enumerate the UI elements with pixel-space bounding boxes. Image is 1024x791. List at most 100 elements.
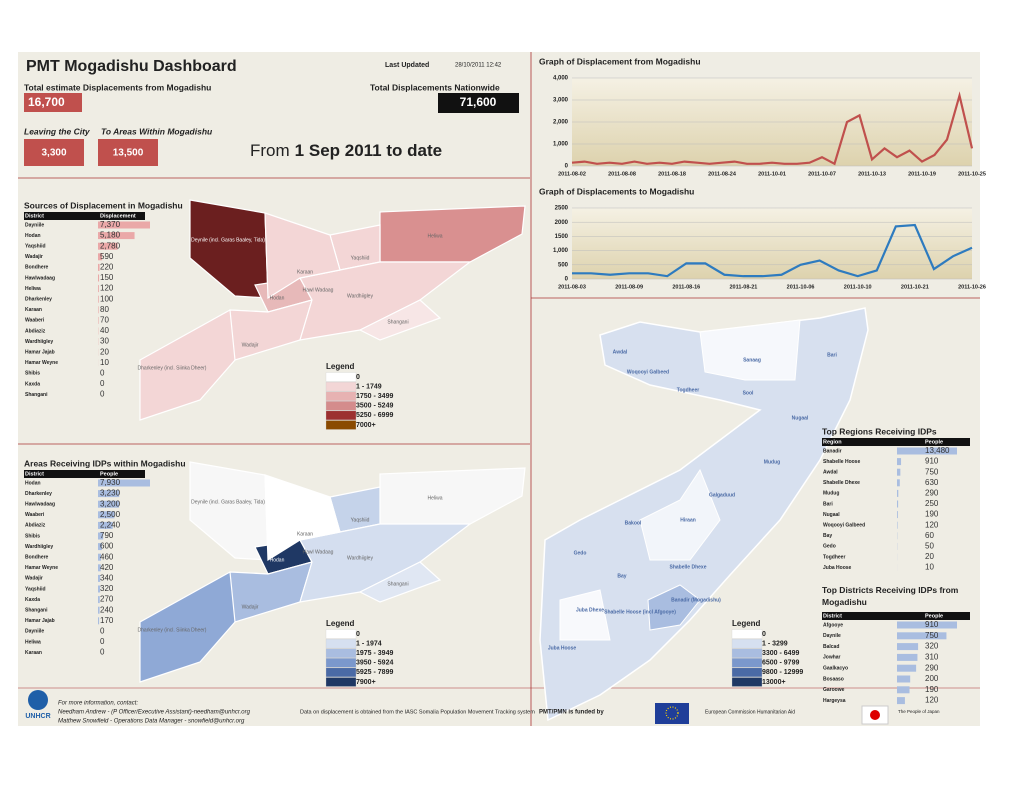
row-label: Banadir — [823, 448, 842, 454]
x-tick-label: 2011-10-06 — [787, 284, 815, 290]
row-label: Bondhere — [25, 265, 49, 271]
table-header — [822, 612, 970, 620]
row-label: Daynile — [823, 633, 841, 639]
row-value: 290 — [925, 663, 939, 672]
table-bar — [98, 553, 102, 561]
legend-label: 0 — [356, 374, 360, 381]
row-label: Yaqshiid — [25, 244, 46, 250]
row-value: 7,370 — [100, 220, 121, 229]
row-value: 20 — [100, 347, 109, 356]
row-label: Woqooyi Galbeed — [823, 523, 865, 529]
y-tick-label: 2000 — [555, 220, 569, 226]
table-bar — [98, 295, 99, 303]
region-shape — [647, 584, 701, 631]
row-label: Kaxda — [25, 381, 40, 387]
table-title: Areas Receiving IDPs within Mogadishu — [24, 458, 186, 468]
y-tick-label: 1,000 — [553, 248, 569, 254]
x-tick-label: 2011-10-19 — [908, 171, 936, 177]
legend-label: 1 - 1974 — [356, 640, 382, 647]
legend-swatch — [325, 629, 357, 639]
district-label: Wardhiigley — [347, 555, 373, 561]
row-value: 240 — [100, 605, 114, 614]
legend-swatch — [731, 629, 763, 639]
legend-label: 13000+ — [762, 679, 786, 686]
legend-swatch — [325, 638, 357, 649]
row-value: 120 — [925, 696, 939, 705]
row-value: 5,180 — [100, 231, 121, 240]
table-header — [24, 212, 145, 220]
row-value: 10 — [100, 358, 109, 367]
table-bar — [897, 511, 898, 519]
row-value: 750 — [925, 467, 939, 476]
row-value: 790 — [100, 531, 114, 540]
row-value: 100 — [100, 294, 114, 303]
legend-label: 1 - 3299 — [762, 640, 788, 647]
row-label: Balcad — [823, 644, 839, 650]
series-line — [572, 223, 973, 278]
table-bar — [98, 232, 135, 240]
table-bar — [897, 447, 957, 455]
table-bar — [98, 500, 119, 508]
region-label: Nugaal — [792, 415, 809, 421]
row-label: Wadajir — [25, 576, 43, 582]
row-label: Karaan — [25, 650, 42, 656]
legend-label: 1750 - 3499 — [356, 393, 393, 400]
legend-title: Legend — [326, 362, 355, 371]
row-value: 600 — [100, 542, 114, 551]
source-note: Data on displacement is obtained from th… — [300, 709, 535, 715]
row-value: 40 — [100, 326, 109, 335]
row-label: Afgooye — [823, 622, 843, 628]
nationwide-label: Total Displacements Nationwide — [370, 82, 500, 92]
unhcr-text: UNHCR — [25, 713, 50, 720]
district-label: Wardhiigley — [347, 293, 373, 299]
row-label: Abdiaziz — [25, 523, 46, 529]
region-shape — [559, 589, 611, 641]
row-value: 60 — [925, 531, 934, 540]
row-value: 150 — [100, 273, 114, 282]
date-prefix: From — [250, 141, 290, 160]
table-bar — [897, 653, 918, 661]
row-value: 250 — [925, 499, 939, 508]
row-value: 270 — [100, 595, 114, 604]
within-label: To Areas Within Mogadishu — [101, 126, 213, 136]
row-value: 50 — [925, 542, 934, 551]
region-label: Bari — [827, 352, 837, 358]
total-box — [24, 93, 82, 112]
district-label: Wadajir — [242, 604, 259, 610]
row-value: 0 — [100, 648, 105, 657]
district-label: Deynile (incl. Garas Baaley, Tida) — [191, 499, 265, 505]
y-tick-label: 1500 — [555, 234, 569, 240]
row-label: Hodan — [25, 480, 41, 486]
table-bar — [98, 596, 100, 604]
region-label: Mudug — [764, 459, 780, 465]
total-value: 16,700 — [28, 95, 65, 109]
y-tick-label: 3,000 — [553, 98, 569, 104]
plot-area — [572, 208, 972, 279]
column-header: People — [925, 613, 943, 619]
district-label: Karaan — [297, 269, 313, 275]
funded: PMT/PMN is funded by — [539, 710, 604, 716]
row-value: 320 — [100, 584, 114, 593]
row-value: 20 — [925, 552, 934, 561]
district-shape — [358, 299, 442, 341]
legend-label: 3300 - 6499 — [762, 650, 799, 657]
row-label: Hawlwadaag — [25, 275, 55, 281]
row-label: Togdheer — [823, 554, 845, 560]
row-label: Juba Hoose — [823, 565, 852, 571]
row-value: 910 — [925, 457, 939, 466]
nationwide-value: 71,600 — [460, 95, 497, 109]
row-label: Heliwa — [25, 286, 41, 292]
region-shape — [639, 468, 721, 561]
column-header: People — [925, 439, 943, 445]
row-label: Gaalkacyo — [823, 666, 848, 672]
table-header — [24, 470, 145, 478]
region-label: Banadir (Mogadishu) — [671, 597, 721, 603]
legend-swatch — [325, 391, 357, 401]
legend-swatch — [731, 658, 763, 668]
row-label: Jowhar — [823, 655, 841, 661]
row-label: Wardhiigley — [25, 339, 53, 345]
row-value: 2,780 — [100, 241, 121, 250]
table-header — [822, 438, 970, 446]
